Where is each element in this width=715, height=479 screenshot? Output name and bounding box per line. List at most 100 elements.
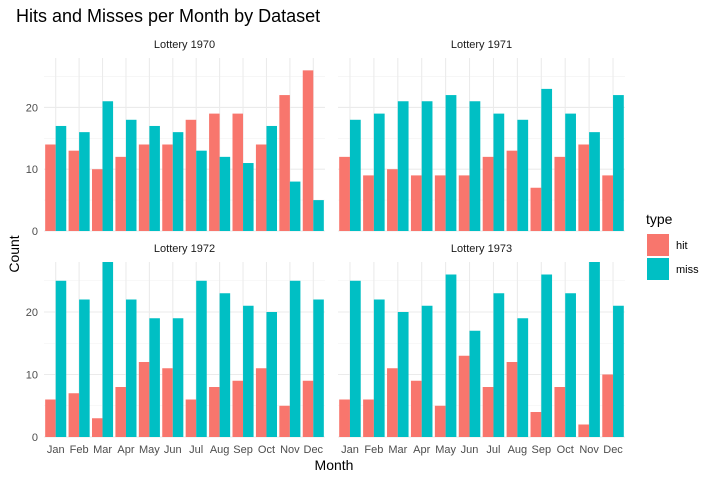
bar-miss	[397, 312, 409, 437]
bar-miss	[313, 200, 324, 231]
bar-hit	[255, 144, 267, 231]
bar-miss	[125, 119, 137, 231]
bar-miss	[219, 156, 231, 231]
bar-hit	[482, 156, 494, 231]
bar-miss	[125, 299, 137, 437]
y-tick-label: 10	[26, 370, 38, 382]
bar-hit	[578, 144, 590, 231]
bar-miss	[493, 113, 505, 231]
bar-hit	[410, 175, 422, 231]
y-tick-label: 20	[26, 307, 38, 319]
bar-miss	[55, 125, 67, 231]
bar-miss	[266, 125, 277, 231]
bar-hit	[279, 405, 290, 437]
bar-miss	[349, 119, 361, 231]
bar-miss	[445, 95, 457, 231]
y-axis-title: Count	[6, 235, 22, 272]
x-tick-label: Dec	[304, 444, 324, 456]
bar-miss	[196, 280, 207, 437]
x-tick-label: Dec	[603, 444, 623, 456]
bar-hit	[92, 169, 103, 231]
x-tick-label: Oct	[258, 444, 275, 456]
legend-key-hit	[647, 234, 669, 256]
bar-hit	[482, 387, 494, 437]
bar-miss	[469, 101, 481, 231]
bar-hit	[232, 380, 244, 437]
x-tick-label: Feb	[364, 444, 383, 456]
bar-hit	[554, 156, 566, 231]
bar-hit	[162, 368, 173, 437]
bar-hit	[302, 380, 314, 437]
bar-miss	[541, 88, 553, 232]
x-tick-label: Feb	[70, 444, 89, 456]
x-tick-label: May	[139, 444, 160, 456]
x-tick-label: Mar	[388, 444, 407, 456]
bar-miss	[149, 318, 160, 437]
bar-hit	[68, 393, 80, 437]
bar-hit	[255, 368, 267, 437]
bar-hit	[339, 399, 350, 437]
bar-hit	[434, 405, 446, 437]
y-tick-label: 0	[32, 226, 38, 238]
bar-hit	[209, 387, 220, 437]
bar-miss	[349, 280, 361, 437]
bar-miss	[149, 125, 160, 231]
facet-title: Lottery 1972	[154, 243, 215, 255]
bar-hit	[410, 380, 422, 437]
bar-hit	[162, 144, 173, 231]
bar-hit	[45, 399, 56, 437]
x-tick-label: Jul	[486, 444, 500, 456]
x-tick-label: Aug	[508, 444, 528, 456]
bar-miss	[55, 280, 67, 437]
facet-panel: Lottery 1972 0 10 20 Jan Feb Mar Apr May Jun Jul Au…	[26, 243, 325, 456]
bar-miss	[565, 293, 576, 437]
bar-miss	[102, 262, 114, 437]
bar-miss	[243, 305, 254, 437]
bar-miss	[469, 330, 481, 437]
bar-hit	[185, 119, 197, 231]
legend-key-miss	[647, 258, 669, 280]
y-tick-label: 0	[32, 432, 38, 444]
bar-miss	[589, 132, 600, 231]
bar-miss	[517, 318, 529, 437]
x-tick-label: Oct	[557, 444, 574, 456]
panels: Lottery 1970 0 10 20 Lottery 1971 Lottery 197…	[26, 39, 625, 456]
x-tick-label: Jun	[164, 444, 182, 456]
bar-miss	[196, 150, 207, 231]
bar-hit	[554, 387, 566, 437]
bar-hit	[363, 175, 374, 231]
y-tick-label: 10	[26, 164, 38, 176]
facet-title: Lottery 1970	[154, 39, 215, 51]
bar-hit	[602, 175, 614, 231]
bar-hit	[209, 113, 220, 231]
bar-miss	[421, 305, 433, 437]
bar-hit	[602, 374, 614, 437]
bar-hit	[530, 412, 542, 437]
facet-panel: Lottery 1971	[338, 39, 625, 232]
legend-label: miss	[676, 264, 699, 276]
bar-hit	[115, 387, 126, 437]
facet-panel: Lottery 1973 Jan Feb Mar Apr May Jun Jul Aug Sep O…	[338, 243, 625, 456]
bar-miss	[397, 101, 409, 231]
bar-miss	[565, 113, 576, 231]
bar-hit	[387, 368, 398, 437]
bar-hit	[45, 144, 56, 231]
bar-hit	[530, 187, 542, 231]
x-tick-label: Jan	[341, 444, 359, 456]
bar-miss	[541, 274, 553, 437]
bar-hit	[506, 150, 518, 231]
bar-miss	[172, 132, 184, 231]
bar-hit	[458, 355, 470, 437]
bar-hit	[138, 144, 150, 231]
bar-miss	[493, 293, 505, 437]
bar-miss	[289, 181, 301, 231]
bar-hit	[138, 362, 150, 437]
bar-hit	[92, 418, 103, 437]
x-tick-label: May	[435, 444, 456, 456]
facet-title: Lottery 1973	[451, 243, 512, 255]
bar-miss	[613, 305, 624, 437]
bar-miss	[313, 299, 324, 437]
x-tick-label: Nov	[280, 444, 300, 456]
x-tick-label: Sep	[233, 444, 253, 456]
